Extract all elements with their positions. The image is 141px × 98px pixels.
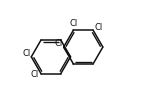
Text: Cl: Cl [69,20,78,29]
Text: Cl: Cl [54,39,63,48]
Text: Cl: Cl [95,23,103,32]
Text: Cl: Cl [30,70,38,79]
Text: Cl: Cl [22,49,30,58]
